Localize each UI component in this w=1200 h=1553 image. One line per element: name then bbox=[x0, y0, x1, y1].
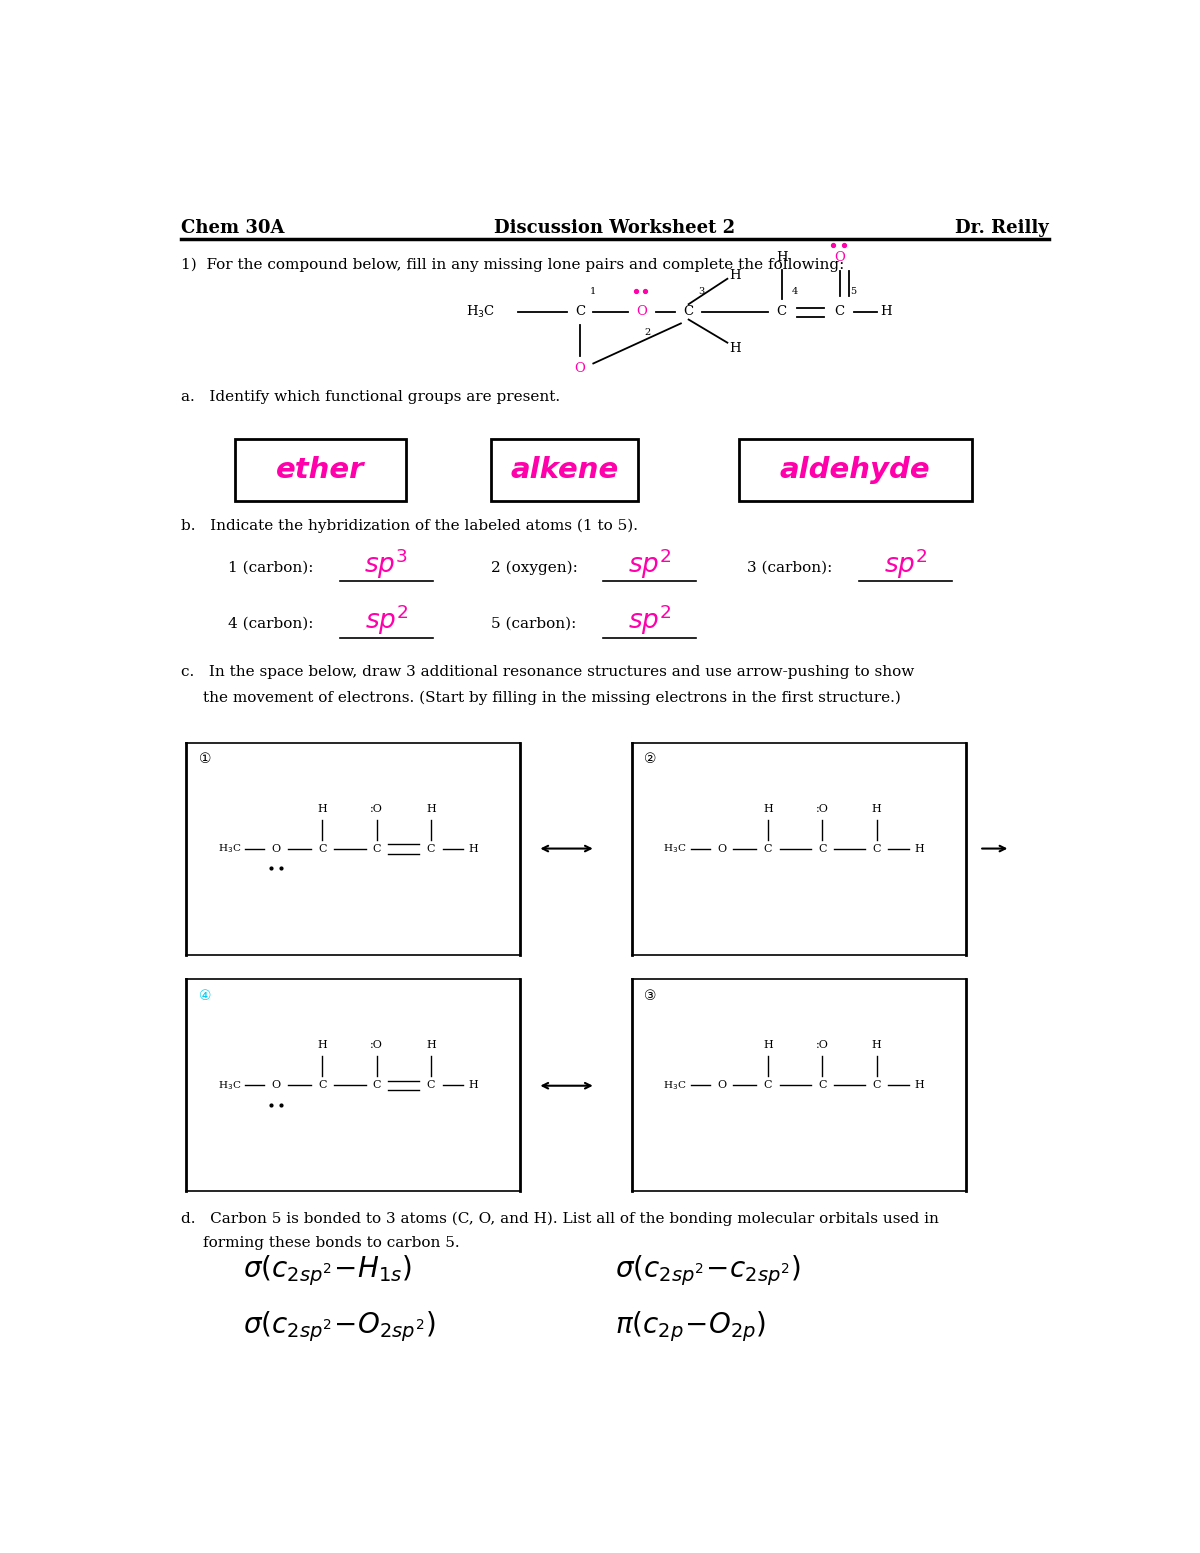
Text: 1)  For the compound below, fill in any missing lone pairs and complete the foll: 1) For the compound below, fill in any m… bbox=[181, 258, 845, 272]
Text: C: C bbox=[776, 306, 787, 318]
Text: C: C bbox=[835, 306, 845, 318]
Text: $\mathit{sp}^3$: $\mathit{sp}^3$ bbox=[365, 547, 408, 581]
Text: C: C bbox=[372, 1081, 380, 1090]
Text: C: C bbox=[872, 843, 881, 854]
Text: 4: 4 bbox=[792, 287, 798, 295]
Text: C: C bbox=[427, 1081, 436, 1090]
Text: 2: 2 bbox=[644, 328, 650, 337]
Text: C: C bbox=[764, 843, 773, 854]
Text: $\mathit{sp}^2$: $\mathit{sp}^2$ bbox=[365, 603, 408, 637]
Text: :O: :O bbox=[371, 1041, 383, 1050]
Text: H: H bbox=[318, 1041, 328, 1050]
Text: C: C bbox=[684, 306, 694, 318]
Text: O: O bbox=[637, 306, 648, 318]
Text: 3: 3 bbox=[698, 287, 704, 295]
Text: d.   Carbon 5 is bonded to 3 atoms (C, O, and H). List all of the bonding molecu: d. Carbon 5 is bonded to 3 atoms (C, O, … bbox=[181, 1211, 938, 1225]
Bar bbox=[623, 980, 976, 1191]
Text: C: C bbox=[872, 1081, 881, 1090]
Text: 2 (oxygen):: 2 (oxygen): bbox=[491, 561, 578, 575]
Text: 5 (carbon):: 5 (carbon): bbox=[491, 617, 576, 631]
Text: ①: ① bbox=[199, 752, 211, 766]
Text: H: H bbox=[426, 804, 436, 814]
Text: c.   In the space below, draw 3 additional resonance structures and use arrow-pu: c. In the space below, draw 3 additional… bbox=[181, 665, 914, 679]
Text: 1: 1 bbox=[590, 287, 596, 295]
Text: H$_3$C: H$_3$C bbox=[664, 843, 686, 856]
Bar bbox=[178, 742, 529, 955]
Text: ether: ether bbox=[276, 455, 365, 483]
Text: H: H bbox=[763, 1041, 773, 1050]
Text: H: H bbox=[426, 1041, 436, 1050]
Text: b.   Indicate the hybridization of the labeled atoms (1 to 5).: b. Indicate the hybridization of the lab… bbox=[181, 519, 638, 533]
Text: H: H bbox=[730, 269, 740, 283]
Text: :O: :O bbox=[816, 804, 829, 814]
Text: $\mathit{sp}^2$: $\mathit{sp}^2$ bbox=[628, 603, 672, 637]
Text: H$_3$C: H$_3$C bbox=[217, 843, 241, 856]
Text: H: H bbox=[318, 804, 328, 814]
Text: Dr. Reilly: Dr. Reilly bbox=[955, 219, 1049, 238]
Text: 4 (carbon):: 4 (carbon): bbox=[228, 617, 313, 631]
Text: a.   Identify which functional groups are present.: a. Identify which functional groups are … bbox=[181, 390, 560, 404]
Text: H$_3$C: H$_3$C bbox=[664, 1079, 686, 1092]
Text: C: C bbox=[372, 843, 380, 854]
Text: H: H bbox=[871, 804, 882, 814]
Bar bbox=[178, 980, 529, 1191]
Text: alkene: alkene bbox=[510, 455, 619, 483]
Text: :O: :O bbox=[816, 1041, 829, 1050]
Text: $\sigma(c_{2sp^2}\!-\!O_{2sp^2})$: $\sigma(c_{2sp^2}\!-\!O_{2sp^2})$ bbox=[242, 1309, 436, 1343]
Text: 5: 5 bbox=[850, 287, 856, 295]
Text: O: O bbox=[575, 362, 586, 374]
Text: C: C bbox=[575, 306, 586, 318]
Text: ③: ③ bbox=[644, 989, 656, 1003]
Text: H: H bbox=[881, 306, 892, 318]
Text: H: H bbox=[871, 1041, 882, 1050]
Text: aldehyde: aldehyde bbox=[780, 455, 930, 483]
Text: Chem 30A: Chem 30A bbox=[181, 219, 284, 238]
Text: H: H bbox=[763, 804, 773, 814]
Text: the movement of electrons. (Start by filling in the missing electrons in the fir: the movement of electrons. (Start by fil… bbox=[203, 691, 900, 705]
Text: H: H bbox=[914, 1081, 924, 1090]
Text: ②: ② bbox=[644, 752, 656, 766]
Bar bbox=[623, 742, 976, 955]
Text: C: C bbox=[764, 1081, 773, 1090]
Text: O: O bbox=[271, 1081, 281, 1090]
Text: H: H bbox=[730, 342, 740, 354]
Text: $\mathit{sp}^2$: $\mathit{sp}^2$ bbox=[628, 547, 672, 581]
Text: O: O bbox=[271, 843, 281, 854]
Text: $\pi(c_{2p}\!-\!O_{2p})$: $\pi(c_{2p}\!-\!O_{2p})$ bbox=[616, 1309, 766, 1343]
Text: O: O bbox=[718, 843, 726, 854]
Text: H$_3$C: H$_3$C bbox=[466, 304, 494, 320]
Text: $\mathit{sp}^2$: $\mathit{sp}^2$ bbox=[883, 547, 928, 581]
Text: $\sigma(c_{2sp^2}\!-\!c_{2sp^2})$: $\sigma(c_{2sp^2}\!-\!c_{2sp^2})$ bbox=[616, 1253, 800, 1287]
Text: H$_3$C: H$_3$C bbox=[217, 1079, 241, 1092]
Text: H: H bbox=[776, 252, 787, 264]
Text: C: C bbox=[818, 843, 827, 854]
Bar bbox=[739, 439, 972, 500]
Text: H: H bbox=[469, 1081, 479, 1090]
Text: 1 (carbon):: 1 (carbon): bbox=[228, 561, 313, 575]
Text: $\sigma(c_{2sp^2}\!-\!H_{1s})$: $\sigma(c_{2sp^2}\!-\!H_{1s})$ bbox=[242, 1253, 412, 1287]
Bar bbox=[235, 439, 406, 500]
Text: C: C bbox=[318, 1081, 326, 1090]
Text: Discussion Worksheet 2: Discussion Worksheet 2 bbox=[494, 219, 736, 238]
Text: ④: ④ bbox=[199, 989, 211, 1003]
Text: C: C bbox=[318, 843, 326, 854]
Text: forming these bonds to carbon 5.: forming these bonds to carbon 5. bbox=[203, 1236, 460, 1250]
Text: C: C bbox=[818, 1081, 827, 1090]
Text: :O: :O bbox=[371, 804, 383, 814]
Text: O: O bbox=[834, 252, 845, 264]
Text: 3 (carbon):: 3 (carbon): bbox=[746, 561, 832, 575]
Text: C: C bbox=[427, 843, 436, 854]
Bar bbox=[491, 439, 638, 500]
Text: H: H bbox=[914, 843, 924, 854]
Text: O: O bbox=[718, 1081, 726, 1090]
Text: H: H bbox=[469, 843, 479, 854]
